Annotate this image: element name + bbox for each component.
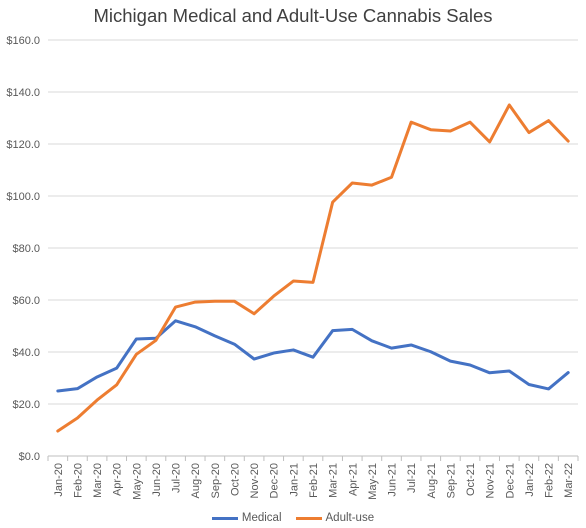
x-tick-label: Jul-21 (406, 463, 418, 493)
x-tick-label: Sep-21 (445, 463, 457, 498)
x-tick-label: Sep-20 (210, 463, 222, 498)
legend-label-medical: Medical (241, 512, 282, 524)
x-tick-label: Nov-20 (249, 463, 261, 498)
legend-item-medical: Medical (211, 512, 282, 524)
x-tick-label: Mar-20 (92, 463, 104, 498)
x-tick-label: Nov-21 (485, 463, 497, 498)
x-tick-label: Apr-20 (112, 463, 124, 496)
x-tick-label: Jun-20 (151, 463, 163, 497)
x-tick-label: Mar-22 (563, 463, 575, 498)
legend-swatch-adult-use (295, 516, 322, 520)
x-tick-label: Feb-22 (544, 463, 556, 498)
legend-label-adult-use: Adult-use (325, 512, 375, 524)
x-tick-label: May-21 (367, 463, 379, 500)
x-tick-label: Aug-20 (190, 463, 202, 498)
y-tick-label: $140.0 (6, 87, 40, 99)
y-tick-label: $100.0 (6, 191, 40, 203)
y-tick-label: $60.0 (12, 295, 40, 307)
x-tick-label: Oct-20 (229, 463, 241, 496)
legend-swatch-medical (211, 516, 238, 520)
x-tick-label: Feb-20 (72, 463, 84, 498)
x-tick-label: Jan-22 (524, 463, 536, 497)
x-tick-label: Mar-21 (328, 463, 340, 498)
y-tick-label: $20.0 (12, 399, 40, 411)
x-tick-label: Aug-21 (426, 463, 438, 498)
chart-title: Michigan Medical and Adult-Use Cannabis … (93, 5, 493, 26)
legend: Medical Adult-use (0, 512, 586, 524)
x-tick-label: Jun-21 (387, 463, 399, 497)
y-tick-label: $40.0 (12, 347, 40, 359)
x-tick-label: Jan-20 (53, 463, 65, 497)
series-line-adult-use (56, 103, 570, 433)
x-tick-label: Jan-21 (288, 463, 300, 497)
y-tick-label: $120.0 (6, 139, 40, 151)
x-tick-label: Oct-21 (465, 463, 477, 496)
x-tick-label: Jul-20 (171, 463, 183, 493)
y-tick-label: $80.0 (12, 243, 40, 255)
series-line-medical (56, 319, 570, 393)
x-tick-label: May-20 (131, 463, 143, 500)
legend-item-adult-use: Adult-use (295, 512, 375, 524)
x-tick-label: Dec-21 (504, 463, 516, 498)
y-tick-label: $160.0 (6, 35, 40, 47)
x-tick-label: Feb-21 (308, 463, 320, 498)
x-tick-label: Apr-21 (347, 463, 359, 496)
x-tick-label: Dec-20 (269, 463, 281, 498)
y-tick-label: $0.0 (19, 451, 40, 463)
